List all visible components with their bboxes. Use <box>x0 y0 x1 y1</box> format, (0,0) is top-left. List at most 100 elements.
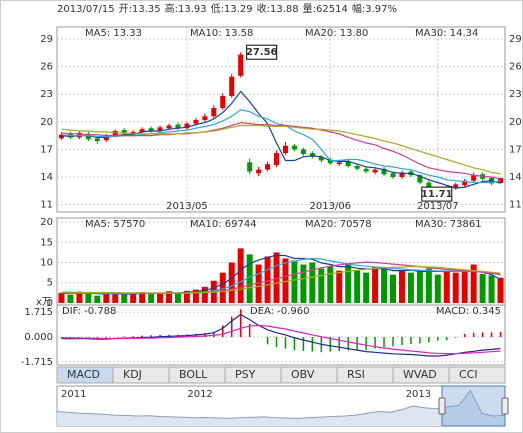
tab-label: CCI <box>459 368 478 381</box>
y-tick-label: 29 <box>509 34 522 45</box>
tab-label: WVAD <box>403 368 437 381</box>
candle-body <box>354 165 360 169</box>
volume-bar <box>461 269 468 303</box>
y-tick-label: 20 <box>40 117 53 128</box>
tab-label: KDJ <box>123 368 142 381</box>
annotation-box <box>421 186 453 202</box>
candle-body <box>282 145 288 154</box>
tab[interactable]: OBV <box>280 366 338 384</box>
y-tick-label: 0 <box>47 298 53 309</box>
volume-bar <box>219 272 226 303</box>
annotation: 11.71 <box>421 189 453 200</box>
candle-body <box>157 127 163 132</box>
candle-body <box>85 133 91 140</box>
candle-body <box>336 162 342 165</box>
candle-body <box>256 169 262 174</box>
y-tick-label: 0.000 <box>24 332 53 343</box>
tab-bg <box>336 366 394 384</box>
candle-body <box>148 128 154 132</box>
candle-body <box>399 172 405 178</box>
header-field: 幅:3.97% <box>352 2 397 15</box>
tab[interactable]: RSI <box>336 366 394 384</box>
legend-entry: MACD: 0.345 <box>436 306 501 317</box>
volume-bar <box>363 272 370 303</box>
navigator-handle[interactable] <box>501 397 509 415</box>
candle-body <box>453 184 459 189</box>
legend-entry: MA20: 70578 <box>305 219 372 230</box>
candle-body <box>462 180 468 186</box>
volume-bar <box>327 266 334 303</box>
volume-bar <box>264 256 271 303</box>
candle-body <box>175 124 181 129</box>
header-field: 收:13.88 <box>257 2 299 15</box>
tab-label: OBV <box>291 368 315 381</box>
candle-body <box>265 164 271 170</box>
volume-bar <box>148 294 155 303</box>
volume-bar <box>372 266 379 303</box>
volume-bar <box>201 286 208 303</box>
volume-bar <box>76 291 83 303</box>
tab[interactable]: CCI <box>448 366 506 384</box>
navigator-handle[interactable] <box>438 397 446 415</box>
y-tick-label: 15 <box>40 237 53 248</box>
volume-bar <box>183 290 190 303</box>
volume-bar <box>282 258 289 303</box>
x-tick-label: 2013/07 <box>417 201 459 212</box>
annotation-box <box>246 44 278 60</box>
y-tick-label: 5 <box>47 278 53 289</box>
year-label: 2013 <box>406 389 431 400</box>
header-field: 量:62514 <box>303 3 348 15</box>
candle-body <box>220 96 226 108</box>
ma-line <box>61 324 501 355</box>
candle-body <box>417 175 423 183</box>
tab-label: MACD <box>67 368 100 381</box>
tab[interactable]: BOLL <box>168 366 226 384</box>
candle-body <box>238 54 244 76</box>
y-tick-label: 11 <box>509 200 522 211</box>
plot-area <box>56 26 506 213</box>
candle-body <box>363 168 369 172</box>
candle-body <box>121 130 127 134</box>
volume-bar <box>443 270 450 303</box>
header-info: 2013/07/15 开:13.35 高:13.93 低:13.29 收:13.88 量:… <box>57 2 397 15</box>
volume-bar <box>345 264 352 303</box>
header-field: 低:13.29 <box>211 2 253 15</box>
tab[interactable]: KDJ <box>112 366 170 384</box>
legend-entry: MA30: 14.34 <box>415 28 478 39</box>
volume-bar <box>381 268 388 303</box>
x-tick-label: 2013/06 <box>310 201 352 212</box>
volume-bar <box>67 294 74 303</box>
y-tick-label: 14 <box>40 172 53 183</box>
volume-bar <box>112 292 119 303</box>
tab-label: RSI <box>347 368 365 381</box>
y-tick-label: 1.715 <box>24 307 53 318</box>
volume-bar <box>407 272 414 303</box>
volume-bar <box>192 289 199 303</box>
candle-body <box>58 134 64 139</box>
candle-body <box>471 175 477 181</box>
volume-bar <box>255 264 262 303</box>
candle-body <box>184 123 190 129</box>
candle-body <box>291 145 297 150</box>
candle-body <box>327 159 333 164</box>
volume-bar <box>309 262 316 303</box>
legend-entry: MA10: 13.58 <box>190 28 253 39</box>
candle-body <box>300 149 306 155</box>
volume-bar <box>237 248 244 303</box>
tab[interactable]: PSY <box>224 366 282 384</box>
candle-body <box>274 153 280 166</box>
candle-body <box>94 138 100 142</box>
volume-bar <box>273 252 280 303</box>
candle-body <box>211 107 217 117</box>
y-tick-label: 26 <box>509 62 522 73</box>
volume-bar <box>354 270 361 303</box>
legend-entry: MA20: 13.80 <box>305 28 368 39</box>
y-tick-label: 17 <box>509 144 522 155</box>
navigator-window <box>441 385 506 427</box>
tab[interactable]: MACD <box>56 366 114 384</box>
legend-entry: MA10: 69744 <box>190 219 257 230</box>
header-field: 开:13.35 <box>119 4 161 15</box>
volume-bar <box>488 275 495 303</box>
tab[interactable]: WVAD <box>392 366 450 384</box>
